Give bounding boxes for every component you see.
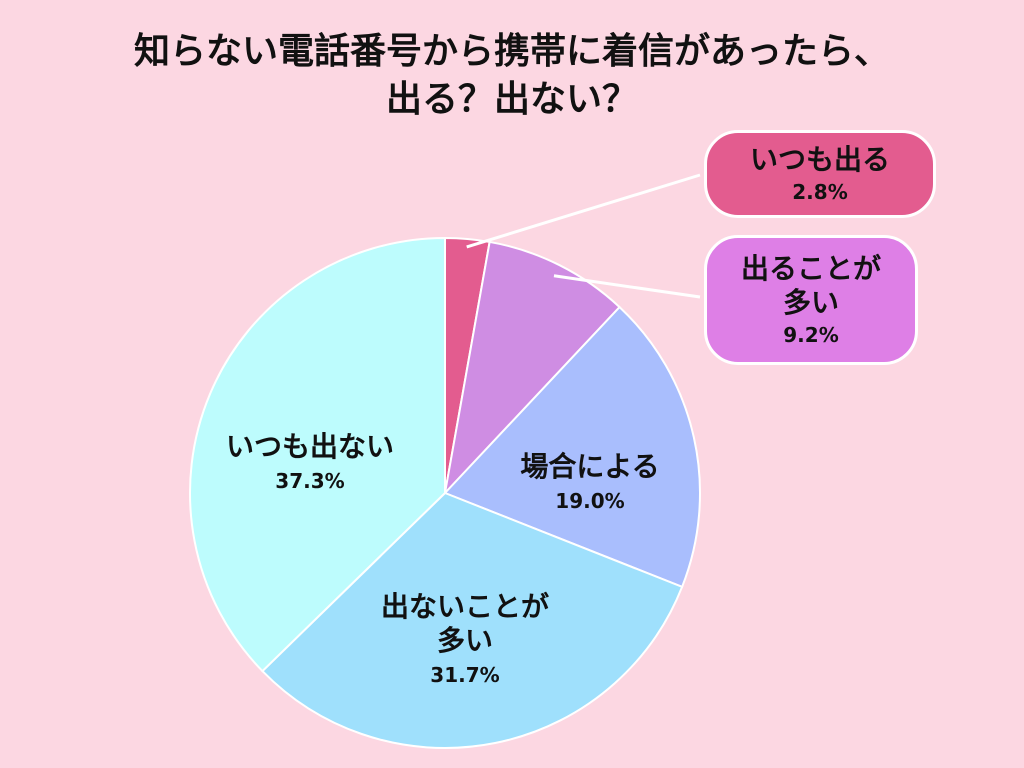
- slice-label-percent: 19.0%: [555, 489, 625, 513]
- slice-label-percent: 31.7%: [430, 663, 500, 687]
- callout-percent: 9.2%: [783, 323, 839, 347]
- pie-slice-deru-koto-ga-ooi: [443, 240, 621, 497]
- slice-label-percent: 37.3%: [275, 469, 345, 493]
- chart-title-line-1: 知らない電話番号から携帯に着信があったら、: [133, 31, 890, 72]
- callout-itsumo-deru: いつも出る 2.8%: [704, 130, 936, 218]
- chart-title-line-2: 出る？出ない？: [385, 79, 638, 120]
- pie-slice-denai-koto-ga-ooi: [261, 491, 684, 749]
- callout-label: 多い: [782, 286, 839, 319]
- chart-title: 知らない電話番号から携帯に着信があったら、 出る？出ない？: [0, 28, 1024, 124]
- leader-line-deru-koto-ga-ooi: [553, 274, 701, 299]
- callout-label: いつも出る: [749, 143, 890, 176]
- pie-slice-itsumo-denai: [189, 236, 446, 673]
- callout-percent: 2.8%: [792, 180, 848, 204]
- slice-label-itsumo-denai: いつも出ない 37.3%: [190, 430, 430, 494]
- callout-deru-koto-ga-ooi: 出ることが 多い 9.2%: [704, 235, 918, 365]
- slice-label-baai-ni-yoru: 場合による 19.0%: [495, 450, 685, 514]
- pie-slice-baai-ni-yoru: [443, 305, 701, 589]
- slice-label-text: 多い: [436, 624, 493, 657]
- slice-label-text: いつも出ない: [225, 430, 394, 463]
- slice-label-text: 場合による: [520, 450, 660, 483]
- slice-label-text: 出ないことが: [380, 590, 549, 623]
- slice-label-denai-koto-ga-ooi: 出ないことが 多い 31.7%: [330, 590, 600, 688]
- callout-label: 出ることが: [740, 252, 881, 285]
- leader-line-itsumo-deru: [466, 173, 701, 249]
